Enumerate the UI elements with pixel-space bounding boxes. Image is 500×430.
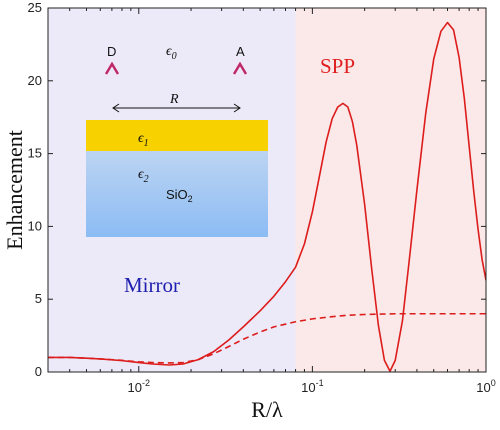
spp-region-background bbox=[295, 8, 486, 372]
epsilon-1-label: ϵ1 bbox=[138, 131, 149, 149]
donor-dipole-arrow-icon bbox=[104, 61, 120, 90]
gold-film-layer bbox=[86, 120, 268, 151]
plot-frame bbox=[47, 7, 487, 373]
ticks-layer: 0 5 10 15 20 25 10-2 10-1 100 bbox=[28, 0, 496, 395]
series-layer bbox=[48, 21, 486, 372]
x-tick-label: 10-1 bbox=[301, 378, 323, 395]
y-tick-label: 10 bbox=[28, 218, 42, 233]
y-tick-label: 5 bbox=[35, 291, 42, 306]
series-line-solid bbox=[48, 21, 486, 372]
acceptor-dipole-arrow-icon bbox=[232, 61, 248, 90]
y-axis-label: Enhancement bbox=[2, 130, 27, 250]
y-tick-label: 0 bbox=[35, 364, 42, 379]
epsilon-2-label: ϵ2 bbox=[138, 167, 149, 185]
acceptor-label: A bbox=[236, 44, 245, 59]
separation-label: R bbox=[169, 92, 179, 107]
silica-substrate-layer bbox=[86, 151, 268, 237]
epsilon-0-label: ϵ0 bbox=[166, 44, 177, 62]
mirror-region-label: Mirror bbox=[124, 273, 180, 297]
sio2-label: SiO2 bbox=[166, 187, 193, 204]
x-axis-label: R/λ bbox=[251, 397, 283, 422]
series-line-dashed bbox=[48, 312, 486, 364]
donor-label: D bbox=[107, 44, 116, 59]
separation-arrow-icon bbox=[112, 103, 241, 113]
x-tick-label: 100 bbox=[476, 378, 495, 395]
inset-illustration: ϵ1 ϵ2 SiO2 ϵ0 D A R bbox=[86, 44, 268, 237]
y-tick-label: 20 bbox=[28, 73, 42, 88]
x-tick-label: 10-2 bbox=[128, 378, 150, 395]
y-tick-label: 15 bbox=[28, 146, 42, 161]
y-tick-label: 25 bbox=[28, 0, 42, 15]
spp-region-label: SPP bbox=[320, 54, 355, 78]
